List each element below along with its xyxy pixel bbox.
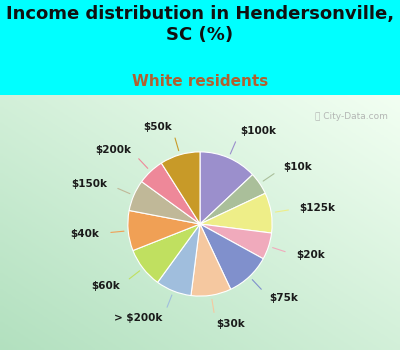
Text: ⓘ City-Data.com: ⓘ City-Data.com [315,112,388,121]
Wedge shape [161,152,200,224]
Wedge shape [200,175,265,224]
Text: $60k: $60k [92,281,120,291]
Wedge shape [129,182,200,224]
Wedge shape [133,224,200,282]
Wedge shape [200,193,272,233]
Text: $20k: $20k [296,250,325,260]
Text: $75k: $75k [269,293,298,303]
Wedge shape [200,224,272,259]
Wedge shape [128,210,200,251]
Text: $150k: $150k [71,179,107,189]
Text: $200k: $200k [95,145,131,155]
Wedge shape [200,224,263,289]
Wedge shape [200,152,252,224]
Wedge shape [191,224,231,296]
Text: > $200k: > $200k [114,313,163,323]
Text: $100k: $100k [240,126,276,136]
Text: Income distribution in Hendersonville,
SC (%): Income distribution in Hendersonville, S… [6,5,394,44]
Text: $30k: $30k [216,319,244,329]
Text: White residents: White residents [132,74,268,89]
Wedge shape [158,224,200,295]
Text: $10k: $10k [284,162,312,172]
Text: $40k: $40k [71,229,100,238]
Text: $50k: $50k [143,122,172,132]
Wedge shape [142,163,200,224]
Text: $125k: $125k [300,203,336,213]
